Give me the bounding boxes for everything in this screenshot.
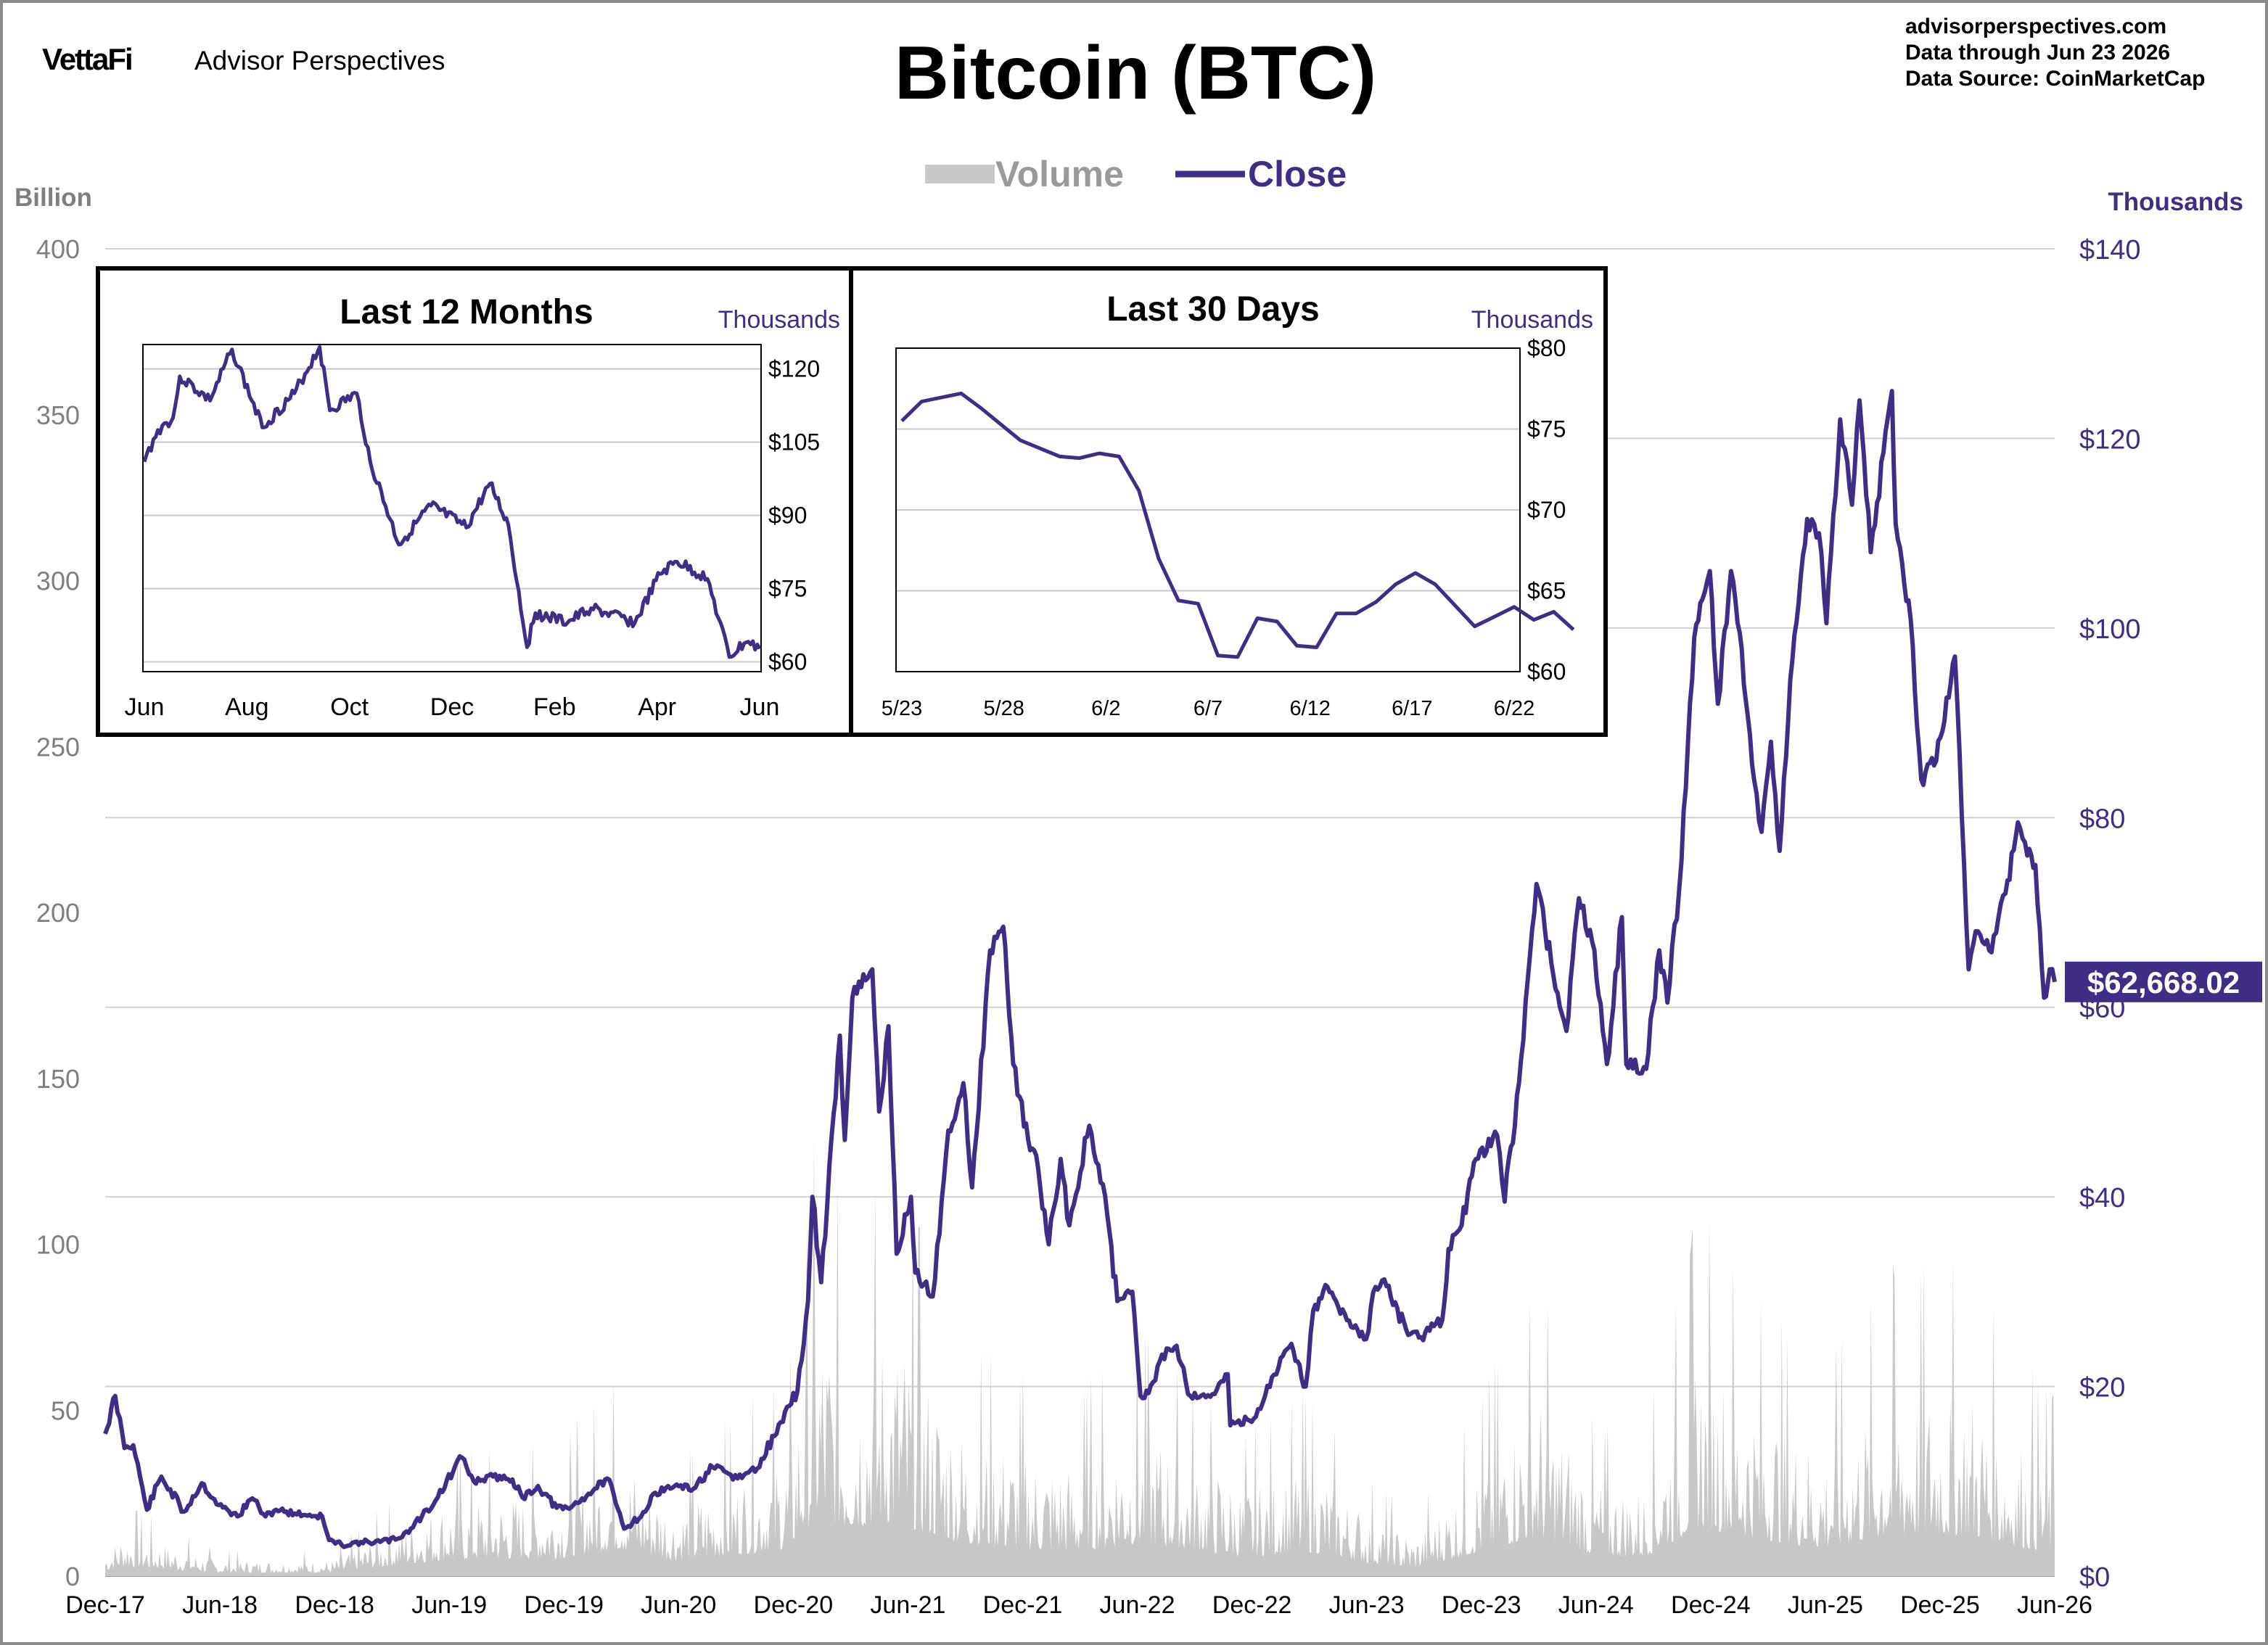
legend: Volume Close <box>925 154 1347 194</box>
legend-volume-label: Volume <box>995 154 1124 194</box>
inset-12m-x-ticks: Jun Aug Oct Dec Feb Apr Jun <box>125 693 780 721</box>
left-tick-label: 50 <box>51 1395 80 1425</box>
inset-y-tick-label: $75 <box>1527 416 1566 442</box>
x-tick-label: Dec-25 <box>1900 1591 1980 1619</box>
source-line-3: Data Source: CoinMarketCap <box>1905 67 2205 91</box>
inset-30d-y-ticks: $60 $65 $70 $75 $80 <box>1527 335 1566 685</box>
x-tick-label: Dec-17 <box>65 1591 145 1619</box>
inset-12m-plot-border <box>142 344 762 672</box>
left-tick-label: 200 <box>36 898 80 928</box>
inset-30d-close-line <box>900 391 1575 659</box>
inset-x-tick-label: Aug <box>225 693 269 721</box>
inset-x-tick-label: 6/2 <box>1091 697 1120 720</box>
inset-x-tick-label: Jun <box>125 693 165 721</box>
inset-y-tick-label: $90 <box>768 503 807 529</box>
close-line <box>103 389 2057 1549</box>
x-tick-label: Jun-24 <box>1558 1591 1634 1619</box>
left-tick-label: 250 <box>36 732 80 762</box>
left-tick-label: 0 <box>65 1562 80 1591</box>
x-tick-label: Dec-24 <box>1671 1591 1751 1619</box>
right-tick-label: $0 <box>2079 1562 2110 1593</box>
x-tick-label: Dec-18 <box>295 1591 374 1619</box>
inset-x-tick-label: Jun <box>740 693 780 721</box>
x-tick-label: Jun-21 <box>870 1591 945 1619</box>
inset-close-series <box>142 345 762 659</box>
x-tick-label: Dec-19 <box>524 1591 604 1619</box>
right-axis-unit: Thousands <box>2108 188 2243 216</box>
x-tick-label: Jun-19 <box>411 1591 487 1619</box>
close-series <box>103 389 2057 1549</box>
right-axis-ticks: $0$20$40$60$80$100$120$140 <box>2079 235 2141 1593</box>
inset-12m-unit: Thousands <box>718 306 840 334</box>
inset-y-tick-label: $105 <box>768 429 820 455</box>
x-tick-label: Jun-25 <box>1788 1591 1863 1619</box>
source-line-2: Data through Jun 23 2026 <box>1905 41 2170 65</box>
inset-30d-title: Last 30 Days <box>1106 290 1320 329</box>
inset-x-tick-label: 6/22 <box>1494 697 1534 720</box>
inset-y-tick-label: $65 <box>1527 578 1566 604</box>
right-tick-label: $20 <box>2079 1373 2125 1403</box>
x-tick-label: Dec-21 <box>983 1591 1063 1619</box>
inset-x-tick-label: Apr <box>638 693 676 721</box>
inset-x-tick-label: 6/17 <box>1392 697 1432 720</box>
x-tick-label: Jun-20 <box>641 1591 716 1619</box>
inset-x-tick-label: 6/7 <box>1193 697 1223 720</box>
source-line-1: advisorperspectives.com <box>1905 15 2166 38</box>
x-tick-label: Jun-18 <box>182 1591 258 1619</box>
last-value-badge: $62,668.02 <box>2065 961 2262 1002</box>
right-tick-label: $40 <box>2079 1183 2125 1213</box>
x-tick-label: Jun-22 <box>1100 1591 1175 1619</box>
x-tick-label: Jun-26 <box>2017 1591 2092 1619</box>
x-tick-label: Jun-23 <box>1329 1591 1405 1619</box>
right-tick-label: $100 <box>2079 614 2141 645</box>
inset-12m-frame <box>96 266 853 737</box>
inset-y-tick-label: $120 <box>768 356 820 382</box>
last-value-label: $62,668.02 <box>2087 965 2240 999</box>
inset-30d-frame <box>849 266 1608 737</box>
brand-logo: VettaFi <box>42 42 132 76</box>
inset-12m-close-line <box>142 345 762 659</box>
inset-y-tick-label: $60 <box>768 649 807 675</box>
left-tick-label: 300 <box>36 566 80 596</box>
right-tick-label: $120 <box>2079 424 2141 455</box>
left-tick-label: 100 <box>36 1230 80 1260</box>
inset-30d-x-ticks: 5/23 5/28 6/2 6/7 6/12 6/17 6/22 <box>882 697 1534 720</box>
left-axis-ticks: 0 50 100 150 200 250 300 350 400 <box>36 234 80 1591</box>
legend-volume-swatch <box>925 165 995 184</box>
inset-12m-y-ticks: $60 $75 $90 $105 $120 <box>768 356 820 675</box>
inset-x-tick-label: 5/23 <box>882 697 922 720</box>
inset-12m-title: Last 12 Months <box>340 293 593 331</box>
left-tick-label: 400 <box>36 234 80 264</box>
left-tick-label: 150 <box>36 1064 80 1094</box>
inset-x-tick-label: 5/28 <box>983 697 1024 720</box>
last-value-background <box>2065 961 2262 1002</box>
inset-x-tick-label: Oct <box>330 693 369 721</box>
chart-title: Bitcoin (BTC) <box>895 31 1376 115</box>
inset-close-series <box>900 391 1575 659</box>
inset-x-tick-label: Feb <box>533 693 576 721</box>
inset-y-tick-label: $60 <box>1527 659 1566 685</box>
right-tick-label: $140 <box>2079 235 2141 265</box>
inset-y-tick-label: $80 <box>1527 335 1566 361</box>
inset-y-tick-label: $70 <box>1527 497 1566 523</box>
inset-30d-plot-border <box>895 347 1521 672</box>
x-tick-label: Dec-23 <box>1442 1591 1521 1619</box>
x-tick-label: Dec-20 <box>754 1591 834 1619</box>
right-tick-label: $80 <box>2079 804 2125 834</box>
legend-close-label: Close <box>1248 154 1347 194</box>
left-axis-unit: Billion <box>15 184 92 212</box>
inset-x-tick-label: 6/12 <box>1289 697 1330 720</box>
x-axis-ticks: Dec-17 Jun-18 Dec-18 Jun-19 Dec-19 Jun-20 Dec-… <box>65 1591 2092 1619</box>
left-tick-label: 350 <box>36 400 80 430</box>
brand-name: Advisor Perspectives <box>194 46 445 75</box>
x-tick-label: Dec-22 <box>1212 1591 1292 1619</box>
inset-30d-unit: Thousands <box>1471 306 1593 334</box>
inset-30d-gridlines <box>896 428 1520 592</box>
inset-x-tick-label: Dec <box>430 693 474 721</box>
inset-y-tick-label: $75 <box>768 576 807 602</box>
